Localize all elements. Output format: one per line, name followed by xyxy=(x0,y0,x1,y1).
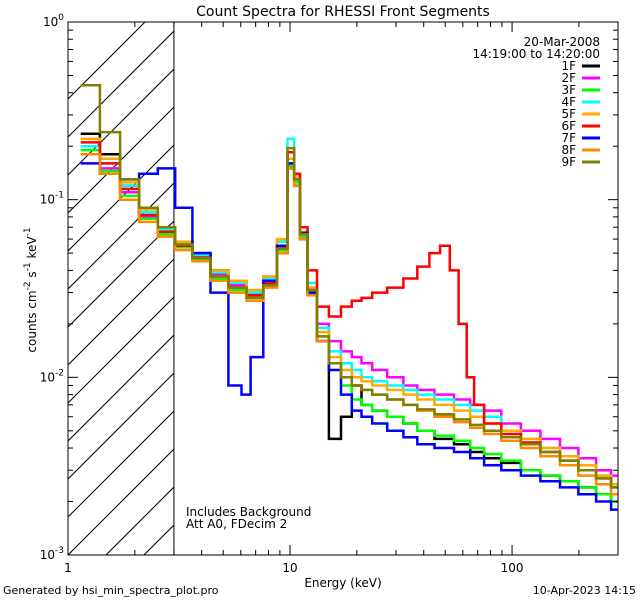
hatch-stroke xyxy=(68,296,174,404)
y-tick-label: 100 xyxy=(43,13,64,29)
y-tick-label: 10-3 xyxy=(40,546,64,562)
legend-label-5F: 5F xyxy=(561,107,576,121)
series-9F-line xyxy=(80,84,618,489)
legend-label-4F: 4F xyxy=(561,95,576,109)
series-layer xyxy=(80,84,618,511)
hatch-stroke xyxy=(68,372,174,480)
legend-label-6F: 6F xyxy=(561,119,576,133)
legend-label-8F: 8F xyxy=(561,143,576,157)
hatch-stroke xyxy=(68,68,174,176)
x-tick-label: 1 xyxy=(64,561,72,575)
legend-label-1F: 1F xyxy=(561,59,576,73)
y-tick-label: 10-1 xyxy=(40,191,64,207)
x-tick-label: 100 xyxy=(501,561,524,575)
y-tick-label: 10-2 xyxy=(40,368,64,384)
x-axis-ticks: 1 10 100 xyxy=(64,22,619,575)
hatch-stroke xyxy=(68,448,174,555)
series-7F-line xyxy=(80,162,618,511)
hatch-stroke xyxy=(68,30,174,138)
hatch-stroke xyxy=(68,410,174,518)
legend-label-3F: 3F xyxy=(561,83,576,97)
note-attenuator: Att A0, FDecim 2 xyxy=(186,517,287,531)
legend-label-2F: 2F xyxy=(561,71,576,85)
generated-by-label: Generated by hsi_min_spectra_plot.pro xyxy=(3,584,219,597)
hatch-stroke xyxy=(68,182,174,290)
time-range-label: 14:19:00 to 14:20:00 xyxy=(473,47,600,61)
y-axis-ticks: 10-3 10-2 10-1 100 xyxy=(40,13,618,562)
plot-frame xyxy=(67,21,619,556)
hatch-stroke xyxy=(220,22,640,555)
legend-label-7F: 7F xyxy=(561,131,576,145)
y-axis-label: counts cm-2 s-1 keV-1 xyxy=(23,227,39,352)
legend-label-9F: 9F xyxy=(561,155,576,169)
timestamp-label: 10-Apr-2023 14:15 xyxy=(533,584,636,597)
note-background: Includes Background xyxy=(186,505,311,519)
hatch-stroke xyxy=(68,258,174,366)
hatch-stroke xyxy=(68,106,174,214)
hatch-stroke xyxy=(68,220,174,328)
x-axis-label: Energy (keV) xyxy=(304,576,381,590)
date-label: 20-Mar-2008 xyxy=(524,35,600,49)
chart-title: Count Spectra for RHESSI Front Segments xyxy=(196,4,490,20)
x-tick-label: 10 xyxy=(282,561,297,575)
